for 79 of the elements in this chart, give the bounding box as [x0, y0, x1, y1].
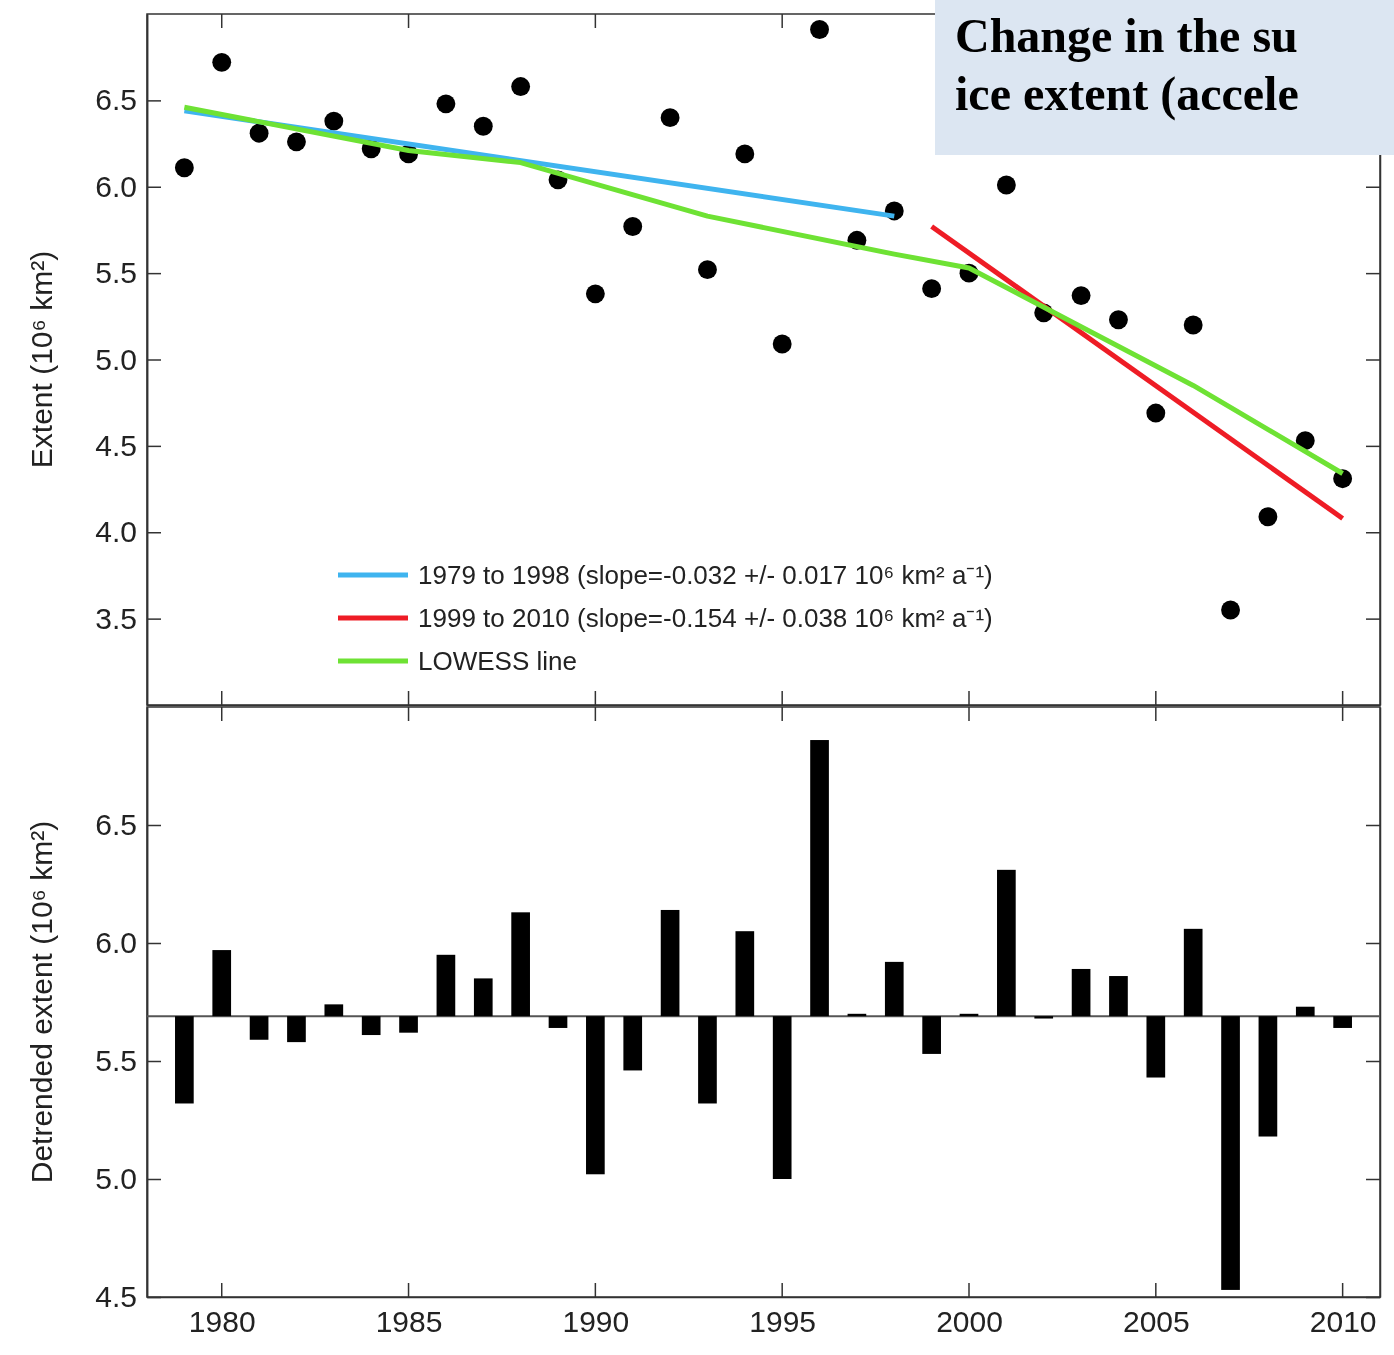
- point: [212, 52, 232, 72]
- bar: [810, 740, 829, 1017]
- point: [735, 144, 755, 164]
- x-tick-label: 1985: [375, 1305, 443, 1339]
- bar: [1146, 1016, 1166, 1078]
- bar: [1071, 968, 1091, 1017]
- x-tick-label: 1980: [188, 1305, 256, 1339]
- bar: [660, 909, 680, 1017]
- point: [1071, 286, 1091, 305]
- text: Change in the su ice extent (accele: [955, 9, 1299, 121]
- bar: [735, 931, 755, 1017]
- y-tick-label: 5.5: [95, 1044, 137, 1078]
- point: [174, 158, 194, 178]
- y-tick-label: 4.0: [95, 515, 137, 549]
- bar: [1034, 1016, 1054, 1019]
- bar: [1183, 928, 1203, 1017]
- bar: [922, 1016, 941, 1054]
- point: [1183, 315, 1203, 335]
- bar: [586, 1016, 605, 1175]
- bar: [698, 1016, 717, 1104]
- point: [623, 217, 643, 236]
- point: [1258, 507, 1278, 527]
- y-tick-label: 4.5: [95, 1280, 137, 1314]
- y-axis-title: Detrended extent (10⁶ km²): [25, 820, 58, 1184]
- point: [585, 284, 605, 304]
- point: [1146, 403, 1166, 423]
- point: [772, 334, 792, 354]
- bar: [1109, 976, 1128, 1017]
- point: [249, 123, 269, 143]
- bar: [361, 1016, 381, 1036]
- point: [698, 260, 717, 280]
- bar: [548, 1016, 568, 1028]
- x-tick-label: 1995: [749, 1305, 817, 1339]
- bar: [473, 978, 493, 1017]
- bar: [511, 912, 530, 1017]
- y-tick-label: 5.0: [95, 342, 137, 376]
- point: [810, 20, 829, 39]
- y-axis-title: Extent (10⁶ km²): [25, 250, 58, 469]
- y-tick-label: 5.5: [95, 256, 137, 290]
- bar: [436, 954, 456, 1017]
- point: [511, 77, 531, 96]
- bar: [772, 1016, 792, 1179]
- bar: [1258, 1016, 1278, 1137]
- x-tick-label: 2005: [1122, 1305, 1190, 1339]
- bar: [997, 869, 1016, 1017]
- point: [1295, 431, 1315, 451]
- y-tick-label: 5.0: [95, 1162, 137, 1196]
- bar: [1295, 1006, 1315, 1017]
- bar: [884, 961, 904, 1017]
- point: [287, 132, 306, 152]
- bar: [1333, 1016, 1352, 1028]
- y-tick-label: 4.5: [95, 428, 137, 462]
- point: [922, 279, 942, 299]
- y-tick-label: 6.5: [95, 808, 137, 842]
- bar: [212, 950, 232, 1017]
- y-tick-label: 6.0: [95, 169, 137, 203]
- point: [660, 108, 680, 128]
- y-tick-label: 3.5: [95, 601, 137, 635]
- bar: [287, 1016, 306, 1043]
- y-tick-label: 6.5: [95, 83, 137, 117]
- point: [473, 116, 493, 136]
- point: [1109, 310, 1128, 330]
- x-tick-label: 2000: [936, 1305, 1003, 1339]
- x-tick-label: 1990: [562, 1305, 630, 1339]
- legend-label: LOWESS line: [418, 646, 577, 676]
- point: [436, 94, 456, 114]
- bar: [249, 1016, 269, 1040]
- bar: [623, 1016, 643, 1071]
- bar: [175, 1016, 194, 1104]
- legend-label: 1979 to 1998 (slope=-0.032 +/- 0.017 10⁶ km² a⁻¹): [418, 560, 993, 590]
- bar: [399, 1016, 418, 1033]
- bar: [324, 1004, 344, 1017]
- bar: [1221, 1016, 1240, 1290]
- y-tick-label: 6.0: [95, 926, 137, 960]
- point: [324, 111, 344, 131]
- x-tick-label: 2010: [1309, 1305, 1377, 1339]
- legend-label: 1999 to 2010 (slope=-0.154 +/- 0.038 10⁶ km² a⁻¹): [418, 603, 993, 633]
- point: [1221, 600, 1240, 620]
- point: [996, 175, 1016, 195]
